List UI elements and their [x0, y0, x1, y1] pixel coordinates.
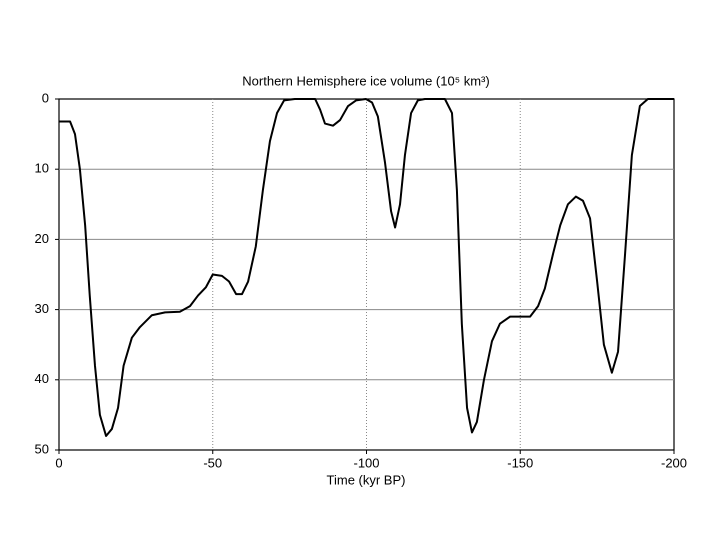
x-tick-label: -50	[203, 455, 222, 470]
chart-title: Northern Hemisphere ice volume (10⁵ km³)	[242, 73, 489, 88]
x-tick-label: -200	[661, 455, 687, 470]
x-tick-label: -100	[353, 455, 379, 470]
plot-frame	[58, 98, 675, 451]
x-axis-label: Time (kyr BP)	[327, 472, 406, 487]
y-tick-label: 0	[42, 90, 49, 105]
y-tick-label: 20	[35, 231, 49, 246]
y-tick-label: 40	[35, 371, 49, 386]
y-tick-label: 50	[35, 441, 49, 456]
data-line	[59, 98, 674, 437]
x-tick-label: -150	[507, 455, 533, 470]
x-tick-label: 0	[55, 455, 62, 470]
y-tick-label: 10	[35, 161, 49, 176]
y-tick-label: 30	[35, 301, 49, 316]
